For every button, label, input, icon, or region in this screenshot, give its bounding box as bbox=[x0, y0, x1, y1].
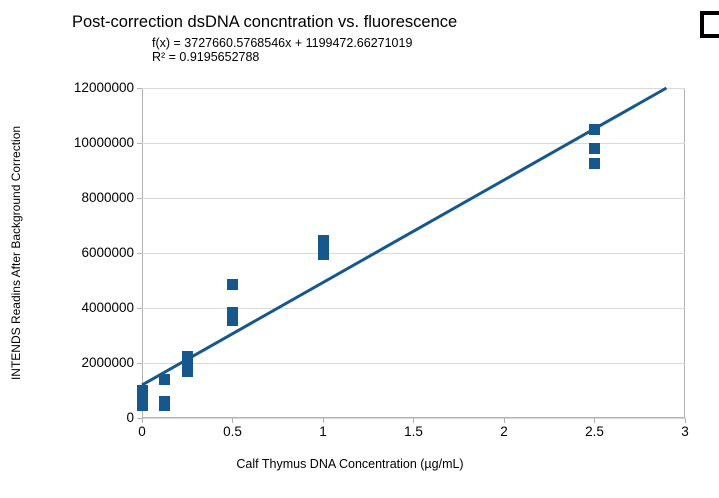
x-axis-tick bbox=[503, 418, 505, 423]
data-point-marker[interactable] bbox=[227, 314, 238, 326]
y-tick-label: 6000000 bbox=[81, 245, 134, 260]
x-tick-label: 1.5 bbox=[404, 424, 423, 439]
trendline[interactable] bbox=[141, 86, 668, 387]
x-tick-label: 2 bbox=[500, 424, 508, 439]
y-gridline bbox=[142, 142, 685, 144]
y-axis-tick bbox=[137, 87, 142, 89]
y-axis-tick bbox=[137, 307, 142, 309]
x-axis-title: Calf Thymus DNA Concentration (µg/mL) bbox=[236, 457, 464, 471]
y-axis-title: INTENDS Readins After Background Correct… bbox=[9, 125, 23, 381]
y-tick-label: 4000000 bbox=[81, 300, 134, 315]
data-point-marker[interactable] bbox=[181, 365, 193, 377]
trendline-equation-label: f(x) = 3727660.5768546x + 1199472.662710… bbox=[152, 36, 413, 50]
x-axis-tick bbox=[322, 418, 324, 423]
y-axis-tick bbox=[137, 252, 142, 254]
y-tick-label: 0 bbox=[126, 410, 134, 425]
data-point-marker[interactable] bbox=[317, 248, 329, 260]
empty-checkbox-icon[interactable] bbox=[700, 11, 719, 38]
y-axis-tick bbox=[137, 197, 142, 199]
y-axis-tick bbox=[137, 142, 142, 144]
x-tick-label: 0.5 bbox=[223, 424, 242, 439]
y-axis-tick bbox=[137, 417, 142, 419]
data-point-marker[interactable] bbox=[317, 235, 329, 247]
data-point-marker[interactable] bbox=[181, 358, 193, 370]
y-gridline bbox=[142, 362, 685, 364]
x-tick-label: 3 bbox=[681, 424, 689, 439]
y-tick-label: 2000000 bbox=[81, 355, 134, 370]
data-point-marker[interactable] bbox=[159, 400, 171, 412]
y-gridline bbox=[142, 87, 685, 89]
data-point-marker[interactable] bbox=[181, 350, 193, 362]
data-point-marker[interactable] bbox=[589, 143, 600, 154]
x-axis-tick bbox=[413, 418, 414, 423]
data-point-marker[interactable] bbox=[227, 279, 238, 291]
data-point-marker[interactable] bbox=[589, 158, 600, 170]
trendline-layer bbox=[141, 86, 668, 387]
chart-title: Post-correction dsDNA concntration vs. f… bbox=[72, 13, 458, 31]
x-tick-label: 1 bbox=[319, 424, 327, 439]
x-axis-tick bbox=[594, 418, 595, 423]
x-tick-label: 0 bbox=[138, 424, 146, 439]
data-point-marker[interactable] bbox=[136, 400, 148, 412]
y-gridline bbox=[142, 307, 685, 309]
x-axis-tick bbox=[684, 418, 686, 423]
data-point-marker[interactable] bbox=[317, 242, 329, 253]
y-gridline bbox=[142, 197, 685, 199]
y-tick-label: 10000000 bbox=[73, 135, 134, 150]
data-point-marker[interactable] bbox=[136, 385, 148, 396]
x-tick-label: 2.5 bbox=[585, 424, 604, 439]
y-gridline bbox=[142, 252, 685, 254]
data-point-marker[interactable] bbox=[589, 123, 600, 135]
data-point-marker[interactable] bbox=[136, 393, 148, 405]
y-axis-tick bbox=[137, 362, 142, 364]
y-tick-label: 12000000 bbox=[73, 80, 134, 95]
x-axis-tick bbox=[141, 418, 143, 423]
y-tick-label: 8000000 bbox=[81, 190, 134, 205]
x-axis-tick bbox=[232, 418, 233, 423]
data-point-marker[interactable] bbox=[159, 374, 171, 385]
r-squared-label: R² = 0.9195652788 bbox=[152, 50, 260, 64]
data-point-marker[interactable] bbox=[227, 306, 238, 318]
